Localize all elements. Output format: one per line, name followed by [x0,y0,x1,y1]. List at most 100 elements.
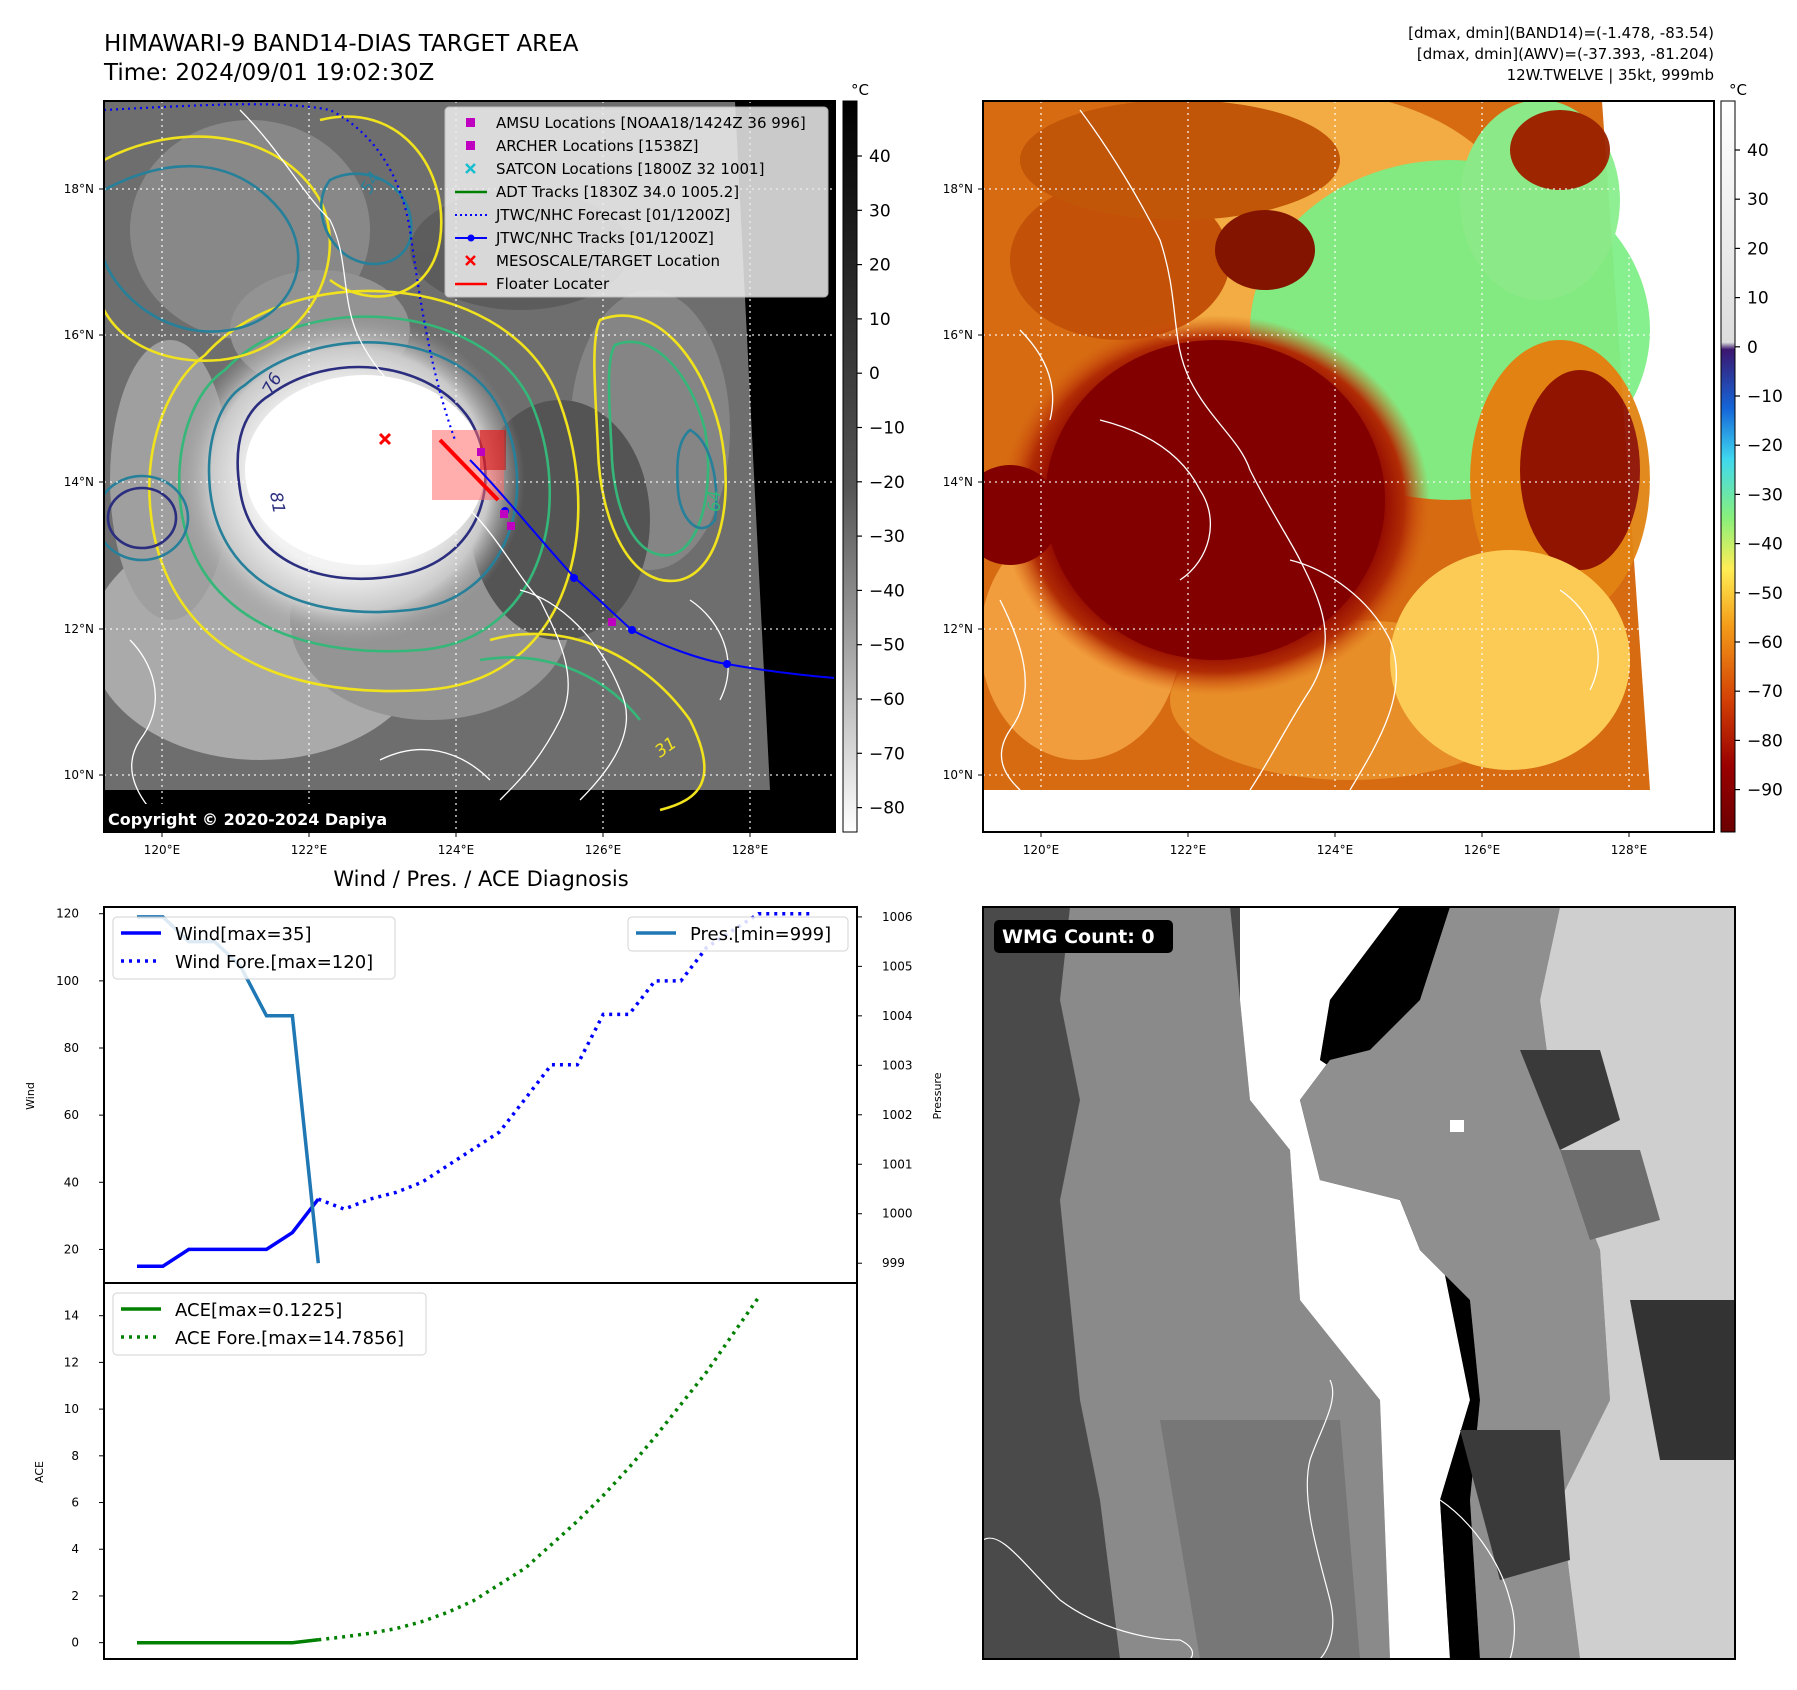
colorbar-tick-label: −60 [869,690,905,710]
colorbar-tick-label: −10 [1747,387,1783,407]
lon-tick-label: 124°E [438,843,475,857]
colorbar-tick-label: −90 [1747,781,1783,801]
colorbar-tick-label: 40 [869,147,891,167]
legend-item: JTWC/NHC Tracks [01/1200Z] [455,229,714,247]
map-legend: AMSU Locations [NOAA18/1424Z 36 996] ARCH… [444,106,829,298]
colorbar-tick-label: −30 [869,527,905,547]
lon-tick-label: 120°E [144,843,181,857]
copyright-text: Copyright © 2020-2024 Dapiya [108,810,387,829]
colorbar-tick-label: −30 [1747,485,1783,505]
awv-map-frame [982,100,1715,833]
legend-item-label: Floater Locater [496,275,610,293]
colorbar-tick-label: 0 [1747,338,1758,358]
legend-item-label: AMSU Locations [NOAA18/1424Z 36 996] [496,114,806,132]
legend-wind: Wind[max=35] [175,924,312,945]
colorbar-tick-label: 30 [869,201,891,221]
pressure-tick-label: 1004 [882,1009,913,1023]
awv-colorbar-unit: °C [1729,81,1747,99]
colorbar-tick-label: −70 [1747,682,1783,702]
legend-item: MESOSCALE/TARGET Location [465,252,720,270]
ace-tick-label: 10 [64,1402,79,1416]
lat-tick-label: 14°N [943,475,973,489]
lat-tick-label: 18°N [64,182,94,196]
lon-tick-label: 128°E [1611,843,1648,857]
ir-colorbar-unit: °C [851,81,869,99]
info-band14: [dmax, dmin](BAND14)=(-1.478, -83.54) [1408,24,1714,42]
legend-item: ARCHER Locations [1538Z] [466,137,699,155]
ir-map-frame [103,100,836,833]
pressure-tick-label: 1002 [882,1108,913,1122]
series-line [137,1638,319,1645]
ace-tick-label: 2 [71,1589,79,1603]
legend-item: AMSU Locations [NOAA18/1424Z 36 996] [466,114,806,132]
legend-dot-marker [467,234,475,242]
lon-tick-label: 126°E [585,843,622,857]
legend-square-marker [466,118,475,127]
colorbar-tick-label: −60 [1747,633,1783,653]
contour-label-81: 81 [265,490,288,515]
awv-colorbar: °C 40 30 20 10 0 −10 −20 −30 −40 −50 −60 −70 −80 −90 [1720,81,1783,833]
wind-tick-label: 40 [64,1175,79,1189]
colorbar-tick-label: −20 [869,473,905,493]
wind-axis-label: Wind [24,1082,37,1110]
lon-tick-label: 126°E [1464,843,1501,857]
pressure-tick-label: 1001 [882,1157,913,1171]
colorbar-tick-label: −40 [869,581,905,601]
lat-tick-label: 10°N [943,768,973,782]
legend-pres: Pres.[min=999] [690,924,831,945]
colorbar-tick-label: −80 [1747,731,1783,751]
info-storm: 12W.TWELVE | 35kt, 999mb [1507,66,1714,84]
wind-tick-label: 80 [64,1041,79,1055]
colorbar-tick-label: −10 [869,419,905,439]
lon-tick-label: 122°E [1170,843,1207,857]
pressure-legend: Pres.[min=999] [627,916,849,952]
lat-tick-label: 12°N [64,622,94,636]
wmg-count-label: WMG Count: 0 [1002,926,1155,948]
legend-item-label: MESOSCALE/TARGET Location [496,252,720,270]
pressure-tick-label: 1000 [882,1207,913,1221]
legend-square-marker [466,141,475,150]
ace-chart: ACE 0 2 4 6 8 10 12 14 ACE[max=0.1225] ACE Fore… [33,1282,858,1660]
wmg-frame [982,906,1736,1660]
colorbar-tick-label: 40 [1747,141,1769,161]
info-awv: [dmax, dmin](AWV)=(-37.393, -81.204) [1417,45,1714,63]
legend-item: ADT Tracks [1830Z 34.0 1005.2] [455,183,739,201]
lat-tick-label: 12°N [943,622,973,636]
ace-tick-label: 6 [71,1496,79,1510]
lat-tick-label: 10°N [64,768,94,782]
legend-item-label: JTWC/NHC Tracks [01/1200Z] [495,229,714,247]
colorbar-tick-label: 30 [1747,190,1769,210]
colorbar-tick-label: 10 [1747,289,1769,309]
pressure-axis-label: Pressure [931,1072,944,1119]
legend-item: JTWC/NHC Forecast [01/1200Z] [455,206,730,224]
map-axis-labels: 120°E 122°E 124°E 126°E 128°E 10°N 12°N 14°N 16°… [64,182,1648,857]
ir-colorbar: °C 40 30 20 10 0 −10 −20 −30 −40 −50 −60 −70 −80 [842,81,905,833]
colorbar-tick-label: −70 [869,744,905,764]
colorbar-tick-label: −50 [1747,584,1783,604]
legend-item-label: ADT Tracks [1830Z 34.0 1005.2] [496,183,739,201]
wind-tick-label: 100 [56,974,79,988]
colorbar-tick-label: 0 [869,364,880,384]
legend-item: Floater Locater [455,275,610,293]
lat-tick-label: 18°N [943,182,973,196]
figure-time: Time: 2024/09/01 19:02:30Z [103,60,434,86]
colorbar-tick-label: 10 [869,310,891,330]
lon-tick-label: 128°E [732,843,769,857]
colorbar-tick-label: −80 [869,799,905,819]
wind-tick-label: 60 [64,1108,79,1122]
wind-tick-label: 20 [64,1242,79,1256]
colorbar-tick-label: 20 [869,256,891,276]
lon-tick-label: 124°E [1317,843,1354,857]
contour-label-64: 64 [705,490,725,512]
awv-map-panel [983,101,1714,832]
pressure-tick-label: 999 [882,1256,905,1270]
legend-item-label: SATCON Locations [1800Z 32 1001] [496,160,764,178]
legend-wind-fore: Wind Fore.[max=120] [175,952,373,973]
wind-legend: Wind[max=35] Wind Fore.[max=120] [112,916,396,980]
colorbar-tick-label: −40 [1747,535,1783,555]
legend-x-marker [465,163,476,174]
wind-pressure-chart: Wind Pressure 20 40 60 80 100 120 999 1000 1001… [24,906,944,1284]
ace-tick-label: 12 [64,1355,79,1369]
colorbar-tick-label: 20 [1747,239,1769,259]
